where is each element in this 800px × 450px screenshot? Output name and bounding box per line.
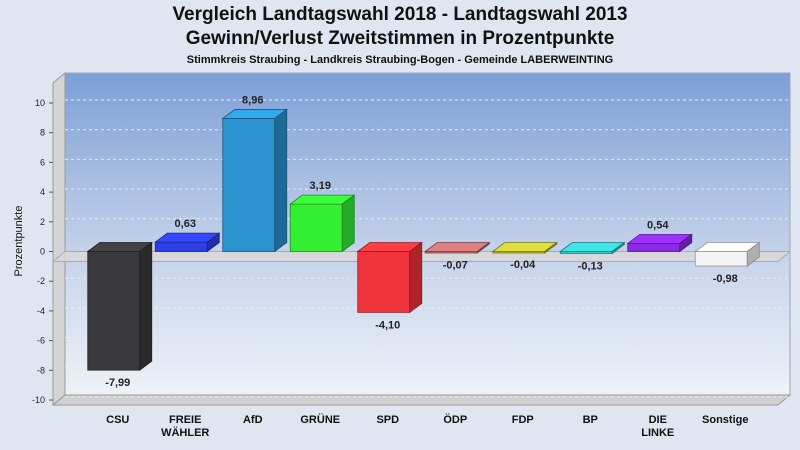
bar [491, 241, 558, 254]
data-label: 8,96 [242, 94, 263, 106]
y-tick-label: -4 [37, 306, 45, 316]
data-label: -4,10 [375, 319, 400, 331]
bar [559, 241, 626, 255]
data-label: -7,99 [105, 377, 130, 389]
x-tick-label: WÄHLER [161, 426, 209, 439]
bar-side [139, 241, 153, 371]
bar-side [274, 108, 288, 253]
bar-front [154, 241, 208, 252]
bar-side [476, 241, 490, 254]
bar-front [694, 251, 748, 267]
y-tick-label: 4 [40, 187, 45, 197]
chart-title: Vergleich Landtagswahl 2018 - Landtagswa… [172, 4, 628, 25]
bar-front [222, 118, 276, 252]
bars [86, 108, 761, 371]
x-tick-label: LINKE [641, 427, 674, 439]
bar [221, 108, 288, 253]
data-label: -0,13 [578, 260, 603, 272]
y-tick-label: 6 [40, 157, 45, 167]
y-tick-label: -2 [37, 276, 45, 286]
plot-side-wall [52, 71, 66, 407]
data-label: -0,98 [713, 273, 738, 285]
x-tick-label: FREIE [169, 414, 201, 426]
y-tick-label: 0 [40, 247, 45, 257]
bar-side [544, 241, 558, 254]
x-tick-label: SPD [376, 414, 399, 426]
bar-front [289, 203, 343, 252]
x-tick-label: ÖDP [443, 413, 467, 426]
y-tick-label: 8 [40, 128, 45, 138]
y-axis-ticks: 10 8 6 4 2 0 -2 -4 -6 -8 -10 [32, 98, 53, 405]
bar [424, 241, 491, 254]
bar-side [341, 194, 355, 253]
data-label: -0,07 [443, 260, 468, 272]
x-tick-label: Sonstige [702, 414, 748, 426]
value-labels: -7,99 0,63 8,96 3,19 -4,10 -0,07 -0,04 -0,13 0,5… [105, 94, 738, 389]
bar [154, 232, 221, 253]
y-tick-label: 2 [40, 217, 45, 227]
bar-side [746, 241, 760, 267]
bar [86, 241, 153, 371]
data-label: -0,04 [510, 259, 536, 271]
x-tick-label: AfD [243, 414, 263, 426]
x-tick-label: FDP [512, 414, 534, 426]
bar [356, 241, 423, 314]
x-tick-label: GRÜNE [300, 413, 340, 426]
bar-front [357, 251, 411, 313]
y-tick-label: 10 [35, 98, 45, 108]
bar-side [206, 232, 220, 253]
y-tick-label: -6 [37, 336, 45, 346]
bar-side [409, 241, 423, 314]
x-tick-label: CSU [106, 414, 129, 426]
chart-subtitle: Gewinn/Verlust Zweitstimmen in Prozentpu… [185, 28, 615, 49]
chart-region-caption: Stimmkreis Straubing - Landkreis Straubi… [186, 54, 614, 66]
bar-side [679, 233, 693, 253]
bar-front [627, 243, 681, 252]
y-tick-label: -8 [37, 365, 45, 375]
y-tick-label: -10 [32, 395, 45, 405]
data-label: 0,54 [647, 219, 669, 231]
bar [694, 241, 761, 267]
bar-front [87, 251, 141, 371]
x-tick-label: BP [583, 414, 598, 426]
y-axis-label: Prozentpunkte [13, 206, 25, 277]
bar [626, 233, 693, 253]
bar-side [611, 241, 625, 255]
data-label: 3,19 [310, 180, 331, 192]
bar [289, 194, 356, 253]
x-tick-label: DIE [649, 414, 667, 426]
data-label: 0,63 [175, 218, 196, 230]
